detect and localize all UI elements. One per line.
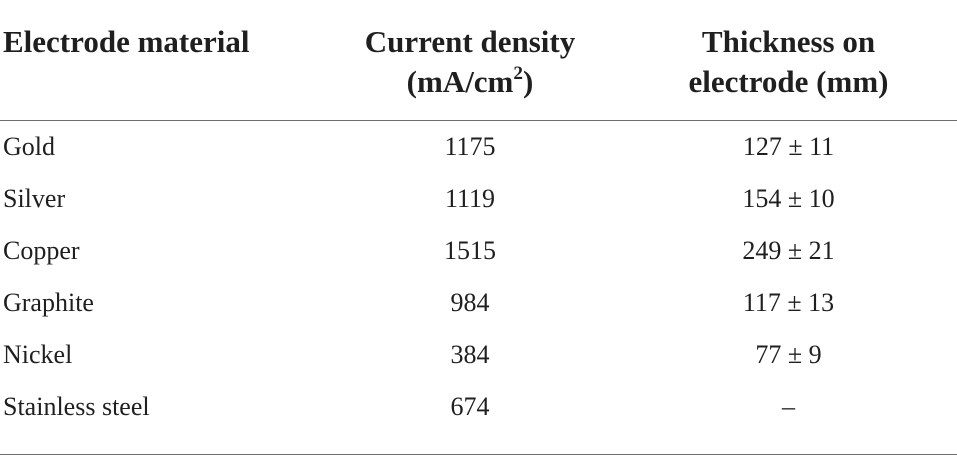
header-thickness: Thickness on electrode (mm) bbox=[620, 0, 957, 121]
cell-current-density: 1515 bbox=[444, 236, 496, 265]
cell-material: Silver bbox=[3, 184, 66, 213]
cell-thickness: 127 ± 11 bbox=[742, 132, 835, 161]
header-current-unit-pre: (mA/cm bbox=[406, 64, 514, 99]
cell-material: Gold bbox=[3, 132, 55, 161]
header-current-line1: Current density bbox=[364, 24, 576, 59]
cell-thickness: 249 ± 21 bbox=[742, 236, 835, 265]
cell-current-density: 1175 bbox=[444, 132, 496, 161]
cell-current-density: 384 bbox=[450, 340, 490, 369]
table-row: Gold 1175 127 ± 11 bbox=[0, 121, 957, 174]
table-row: Stainless steel 674 – bbox=[0, 381, 957, 433]
header-thickness-line2: electrode (mm) bbox=[688, 64, 889, 99]
header-current-unit-post: ) bbox=[523, 64, 534, 99]
table-bottom-rule bbox=[0, 454, 957, 455]
cell-material: Stainless steel bbox=[3, 392, 150, 421]
cell-thickness: 77 ± 9 bbox=[755, 340, 822, 369]
cell-material: Graphite bbox=[3, 288, 94, 317]
header-current-line2: (mA/cm2) bbox=[320, 62, 620, 102]
cell-current-density: 674 bbox=[450, 392, 490, 421]
header-current-unit-sup: 2 bbox=[513, 62, 523, 84]
header-electrode-material: Electrode material bbox=[0, 0, 320, 121]
header-current-density: Current density (mA/cm2) bbox=[320, 0, 620, 121]
table-header: Electrode material Current density (mA/c… bbox=[0, 0, 957, 121]
table-row: Nickel 384 77 ± 9 bbox=[0, 329, 957, 381]
cell-thickness: – bbox=[782, 392, 795, 421]
cell-material: Nickel bbox=[3, 340, 73, 369]
table-row: Silver 1119 154 ± 10 bbox=[0, 173, 957, 225]
header-thickness-line1: Thickness on bbox=[701, 24, 876, 59]
header-row: Electrode material Current density (mA/c… bbox=[0, 0, 957, 121]
table-row: Graphite 984 117 ± 13 bbox=[0, 277, 957, 329]
table-row: Copper 1515 249 ± 21 bbox=[0, 225, 957, 277]
table-body: Gold 1175 127 ± 11 Silver 1119 154 ± 10 … bbox=[0, 121, 957, 434]
header-material-text: Electrode material bbox=[3, 24, 250, 59]
cell-current-density: 984 bbox=[450, 288, 490, 317]
cell-current-density: 1119 bbox=[444, 184, 496, 213]
cell-thickness: 154 ± 10 bbox=[742, 184, 835, 213]
cell-thickness: 117 ± 13 bbox=[742, 288, 835, 317]
electrode-table: Electrode material Current density (mA/c… bbox=[0, 0, 957, 434]
cell-material: Copper bbox=[3, 236, 80, 265]
